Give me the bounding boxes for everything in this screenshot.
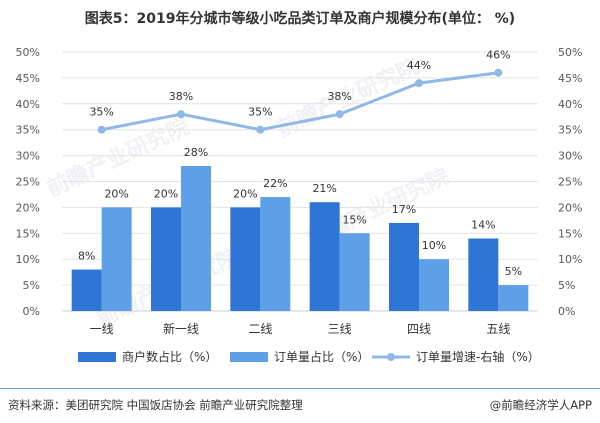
y-right-tick-label: 20% (558, 201, 582, 214)
bar-order-share (419, 259, 449, 311)
y-right-tick-label: 45% (558, 72, 582, 85)
data-label-growth: 35% (248, 106, 272, 119)
data-label-order: 10% (422, 239, 446, 252)
x-tick-label: 五线 (486, 322, 510, 336)
bar-merchant-share (230, 207, 261, 311)
data-label-order: 5% (505, 265, 522, 278)
x-tick-label: 三线 (328, 322, 352, 336)
point-growth (177, 110, 185, 119)
source-note: 资料来源：美团研究院 中国饭店协会 前瞻产业研究院整理 (8, 398, 303, 412)
x-tick-label: 一线 (90, 322, 114, 336)
series-line-growth (101, 71, 499, 132)
x-axis: 一线 新一线 二线 三线 四线 五线 (90, 321, 511, 336)
legend-label-growth: 订单量增速-右轴（%） (416, 349, 540, 364)
point-growth (494, 68, 503, 77)
y-right-tick-label: 25% (558, 176, 582, 189)
data-label-order: 20% (104, 187, 128, 200)
y-right-tick-label: 5% (558, 279, 575, 292)
y-left-tick-label: 10% (16, 253, 40, 266)
bar-order-share (260, 197, 291, 311)
data-label-growth: 38% (169, 90, 193, 103)
y-left-tick-label: 30% (16, 150, 40, 163)
combo-chart: 0% 5% 10% 15% 20% 25% 30% 35% 40% 45% 50% 0% 5% 10% 1… (16, 46, 583, 364)
x-tick-label: 新一线 (163, 321, 199, 336)
y-right-tick-label: 35% (558, 124, 582, 137)
gridlines (62, 51, 538, 312)
x-tick-label: 四线 (407, 322, 431, 336)
data-labels: 8% 20% 20% 28% 20% 22% 21% 15% 17% 10% 14% 5% 35% 38%… (78, 49, 522, 278)
bar-order-share (339, 233, 370, 311)
point-growth (415, 79, 423, 88)
data-label-merchant: 20% (233, 187, 257, 200)
point-growth (256, 125, 265, 134)
bar-order-share (498, 285, 529, 311)
y-left-tick-label: 20% (16, 201, 40, 214)
chart-title: 图表5：2019年分城市等级小吃品类订单及商户规模分布(单位： %) (84, 11, 516, 27)
bar-merchant-share (309, 202, 340, 311)
y-right-tick-label: 40% (558, 98, 582, 111)
data-label-growth: 38% (327, 90, 351, 103)
legend: 商户数占比（%） 订单量占比（%） 订单量增速-右轴（%） (78, 349, 540, 364)
legend-swatch-merchant (78, 352, 116, 362)
y-right-tick-label: 50% (558, 46, 582, 59)
y-right-tick-label: 15% (558, 227, 582, 240)
y-left-tick-label: 45% (16, 72, 40, 85)
point-growth (335, 110, 344, 119)
brand-credit: @前瞻经济学人APP (489, 398, 592, 412)
y-right-tick-label: 0% (558, 305, 575, 318)
y-right-tick-label: 30% (558, 150, 582, 163)
bar-merchant-share (151, 207, 181, 311)
y-right-tick-label: 10% (558, 253, 582, 266)
y-left-tick-label: 5% (23, 279, 40, 292)
y-axis-left: 0% 5% 10% 15% 20% 25% 30% 35% 40% 45% 50% (16, 46, 40, 318)
bar-merchant-share (468, 238, 499, 311)
data-label-merchant: 21% (312, 182, 336, 195)
data-label-growth: 35% (89, 106, 113, 119)
y-left-tick-label: 25% (16, 176, 40, 189)
bar-merchant-share (71, 269, 102, 311)
data-label-merchant: 8% (78, 250, 95, 263)
y-left-tick-label: 50% (16, 46, 40, 59)
data-label-merchant: 17% (392, 203, 416, 216)
data-label-order: 15% (342, 213, 366, 226)
legend-label-order: 订单量占比（%） (274, 349, 369, 364)
bar-marks (71, 165, 529, 311)
y-left-tick-label: 40% (16, 98, 40, 111)
data-label-growth: 44% (407, 59, 431, 72)
point-growth (97, 125, 106, 134)
growth-line (97, 68, 503, 134)
data-label-order: 22% (263, 177, 287, 190)
data-label-merchant: 20% (154, 187, 178, 200)
legend-label-merchant: 商户数占比（%） (122, 349, 217, 364)
data-label-growth: 46% (486, 49, 510, 62)
y-axis-right: 0% 5% 10% 15% 20% 25% 30% 35% 40% 45% 50% (558, 46, 582, 318)
y-left-tick-label: 35% (16, 124, 40, 137)
bar-merchant-share (389, 222, 419, 311)
footer-divider (0, 388, 600, 389)
bar-order-share (101, 207, 132, 311)
data-label-order: 28% (184, 146, 208, 159)
bar-order-share (181, 165, 211, 311)
y-left-tick-label: 0% (23, 305, 40, 318)
legend-swatch-order (230, 352, 268, 362)
data-label-merchant: 14% (471, 218, 495, 231)
legend-swatch-growth-dot (387, 353, 395, 361)
x-tick-label: 二线 (248, 322, 272, 336)
y-left-tick-label: 15% (16, 227, 40, 240)
